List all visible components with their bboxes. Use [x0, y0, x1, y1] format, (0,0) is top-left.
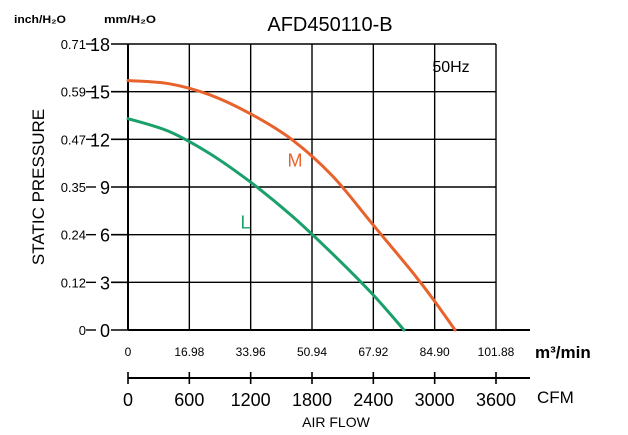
y-unit-inch-label: inch/H₂O: [14, 14, 66, 26]
y-tick-label-mm: 12: [90, 130, 110, 150]
x-tick-label-cfm: 600: [174, 390, 204, 410]
series-label-m: M: [287, 150, 302, 170]
y-tick-label-inch: 0.12: [61, 275, 86, 290]
chart-title: AFD450110-B: [267, 14, 392, 36]
y-tick-label-mm: 15: [90, 83, 110, 103]
y-tick-label-mm: 3: [100, 273, 110, 293]
x-tick-label-m3: 101.88: [478, 345, 515, 359]
x-tick-label-cfm: 3600: [476, 390, 516, 410]
x-unit-cfm-label: CFM: [537, 388, 574, 407]
y-tick-label-inch: 0.71: [61, 37, 86, 52]
x-tick-label-m3: 84.90: [420, 345, 450, 359]
y-tick-label-inch: 0: [79, 323, 86, 338]
series-curve-l: [126, 117, 406, 332]
y-tick-label-inch: 0.24: [61, 228, 86, 243]
y-tick-label-inch: 0.59: [61, 85, 86, 100]
series-label-l: L: [240, 212, 250, 232]
grid: [128, 43, 497, 330]
series: ML: [126, 79, 457, 332]
y-tick-label-mm: 0: [100, 321, 110, 341]
tick-labels: 0030.1260.2490.35120.47150.59180.710016.…: [61, 35, 516, 410]
y-tick-label-mm: 6: [100, 226, 110, 246]
x-tick-label-m3: 67.92: [358, 345, 388, 359]
x-tick-label-m3: 0: [125, 345, 132, 359]
x-tick-label-cfm: 2400: [353, 390, 393, 410]
y-tick-label-inch: 0.47: [61, 132, 86, 147]
axes: [86, 43, 530, 384]
y-unit-mm-label: mm/H₂O: [104, 14, 157, 26]
x-tick-label-m3: 16.98: [174, 345, 204, 359]
x-tick-label-m3: 33.96: [236, 345, 266, 359]
x-axis-label: AIR FLOW: [302, 414, 370, 430]
x-tick-label-cfm: 1200: [231, 390, 271, 410]
y-tick-label-mm: 9: [100, 178, 110, 198]
series-curve-m: [126, 79, 457, 332]
frequency-annotation: 50Hz: [432, 59, 469, 76]
y-tick-label-inch: 0.35: [61, 180, 86, 195]
x-tick-label-cfm: 0: [123, 390, 133, 410]
x-tick-label-cfm: 1800: [292, 390, 332, 410]
x-unit-m3-label: m³/min: [535, 343, 591, 362]
y-tick-label-mm: 18: [90, 35, 110, 55]
x-tick-label-m3: 50.94: [297, 345, 327, 359]
x-tick-label-cfm: 3000: [415, 390, 455, 410]
y-axis-label: STATIC PRESSURE: [29, 109, 48, 265]
